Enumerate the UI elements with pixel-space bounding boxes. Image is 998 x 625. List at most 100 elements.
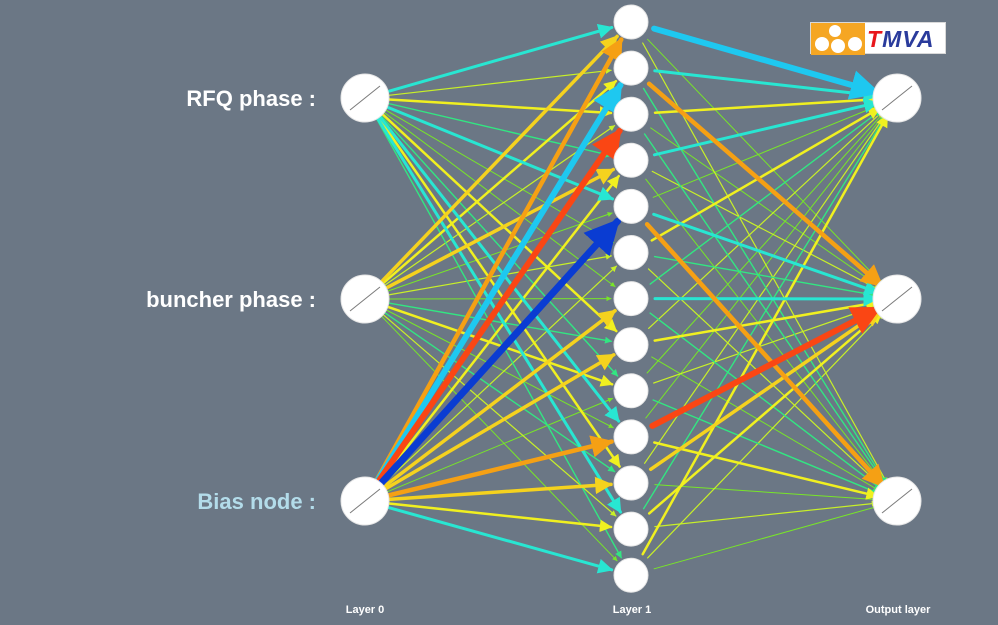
edge-in2-h10 xyxy=(387,476,613,502)
edge-h0-out0 xyxy=(651,25,881,100)
edge-in1-h11 xyxy=(382,314,617,517)
edge-in0-h1 xyxy=(388,67,612,96)
hidden-node-6 xyxy=(613,281,649,317)
input-label-rfq-phase: RFQ phase : xyxy=(186,86,316,111)
edge-h10-out1 xyxy=(648,308,883,472)
edge-in1-h9 xyxy=(385,309,614,429)
edge-h4-out0 xyxy=(652,104,879,198)
edge-in0-h10 xyxy=(377,116,621,468)
edge-in2-h0 xyxy=(374,37,624,483)
edge-in2-h7 xyxy=(383,353,616,491)
edge-in0-h6 xyxy=(383,112,616,288)
edge-in2-h2 xyxy=(375,127,623,485)
edge-h5-out2 xyxy=(647,268,884,488)
edge-in1-h7 xyxy=(388,302,612,344)
edge-h2-out2 xyxy=(643,133,887,486)
edge-in0-h11 xyxy=(376,116,622,514)
edge-in2-h9 xyxy=(386,435,614,498)
edge-h7-out2 xyxy=(651,356,881,492)
edge-in0-h4 xyxy=(385,105,614,201)
hidden-node-9 xyxy=(613,419,649,455)
edge-in0-h5 xyxy=(385,109,615,243)
edge-h7-out1 xyxy=(653,298,879,342)
edge-in2-h4 xyxy=(377,217,622,487)
edge-in2-h11 xyxy=(387,502,613,533)
hidden-node-4 xyxy=(613,188,649,224)
tmva-logo-text: TMVA xyxy=(867,26,935,52)
edge-h4-out2 xyxy=(644,221,886,489)
edge-in0-h12 xyxy=(376,118,622,559)
hidden-node-12 xyxy=(613,557,649,593)
tmva-logo-mark-icon xyxy=(811,23,865,55)
edge-in2-h5 xyxy=(381,265,618,486)
edge-h4-out1 xyxy=(652,212,880,296)
layer-label-output: Output layer xyxy=(865,604,931,616)
edge-in0-h7 xyxy=(381,113,618,333)
input-label-bias-node: Bias node : xyxy=(197,489,316,514)
edge-h1-out2 xyxy=(642,87,888,485)
edge-h11-out1 xyxy=(647,310,884,515)
edge-in1-h5 xyxy=(388,253,612,296)
edge-h1-out1 xyxy=(646,81,885,289)
hidden-node-0 xyxy=(613,4,649,40)
edge-h1-out0 xyxy=(653,69,879,102)
edge-h0-out1 xyxy=(647,38,884,286)
edge-h7-out0 xyxy=(647,110,883,329)
edge-in2-h3 xyxy=(378,174,620,484)
edge-in1-h3 xyxy=(384,167,616,290)
edge-h8-out2 xyxy=(652,399,880,495)
input-node-1-activation-icon xyxy=(349,286,381,312)
edge-h9-out0 xyxy=(645,113,886,419)
connection-edges xyxy=(374,23,889,574)
edge-h12-out1 xyxy=(646,312,884,559)
output-node-1-activation-icon xyxy=(881,286,913,312)
edge-h12-out2 xyxy=(653,505,879,570)
input-node-2-activation-icon xyxy=(349,488,381,514)
edge-h9-out2 xyxy=(653,441,879,500)
network-nodes xyxy=(340,4,922,593)
edge-h2-out1 xyxy=(650,127,882,289)
edge-in1-h0 xyxy=(379,34,619,284)
hidden-node-7 xyxy=(613,327,649,363)
output-node-0-activation-icon xyxy=(881,85,913,111)
edge-in2-h6 xyxy=(382,308,617,489)
edge-h8-out1 xyxy=(653,304,879,384)
hidden-node-8 xyxy=(613,373,649,409)
edge-in1-h8 xyxy=(386,305,614,387)
edge-in2-h12 xyxy=(386,505,614,574)
edge-h9-out1 xyxy=(649,305,883,429)
edge-in2-h1 xyxy=(374,82,624,484)
edge-h5-out0 xyxy=(650,106,881,242)
tmva-logo: TMVA xyxy=(810,22,946,55)
input-node-0-activation-icon xyxy=(349,85,381,111)
edge-in1-h12 xyxy=(381,315,618,562)
hidden-node-5 xyxy=(613,235,649,270)
edge-h11-out0 xyxy=(642,114,888,510)
edge-h11-out2 xyxy=(654,500,878,528)
edge-in0-h9 xyxy=(378,115,621,423)
hidden-node-10 xyxy=(613,465,649,501)
edge-in0-h0 xyxy=(386,23,614,93)
edge-h12-out0 xyxy=(641,114,889,556)
edge-h6-out0 xyxy=(649,109,882,285)
edge-h10-out0 xyxy=(643,113,887,464)
edge-h2-out0 xyxy=(653,93,879,114)
hidden-node-2 xyxy=(613,96,649,132)
layer-label-input: Layer 0 xyxy=(345,604,385,616)
hidden-node-3 xyxy=(613,142,649,178)
edge-in1-h10 xyxy=(384,312,616,473)
input-label-buncher-phase: buncher phase : xyxy=(146,287,316,312)
edge-h6-out2 xyxy=(649,312,882,490)
edge-in2-h8 xyxy=(386,397,613,493)
hidden-node-1 xyxy=(613,50,649,86)
edge-in1-h4 xyxy=(387,212,613,292)
edge-h3-out0 xyxy=(652,98,879,157)
layer-label-hidden: Layer 1 xyxy=(612,604,652,616)
output-node-2-activation-icon xyxy=(881,488,913,514)
edge-h3-out1 xyxy=(651,170,880,291)
edge-in0-h3 xyxy=(387,102,613,158)
edge-in0-h8 xyxy=(380,115,619,377)
edge-h8-out0 xyxy=(646,112,885,374)
edge-h5-out1 xyxy=(653,255,878,298)
